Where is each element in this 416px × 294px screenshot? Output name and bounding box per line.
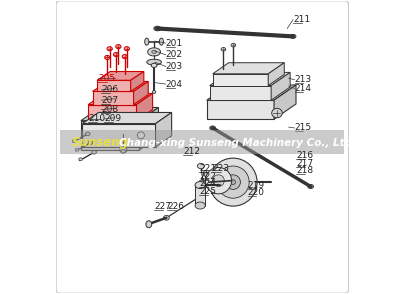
Ellipse shape [203, 171, 207, 176]
Ellipse shape [92, 151, 97, 154]
Text: Sunseng: Sunseng [72, 136, 129, 149]
Bar [60, 130, 344, 154]
Polygon shape [81, 121, 139, 150]
Text: 208: 208 [102, 105, 119, 114]
Text: 209: 209 [104, 114, 121, 123]
Ellipse shape [152, 51, 156, 54]
Polygon shape [131, 71, 144, 91]
Polygon shape [134, 81, 148, 105]
Polygon shape [93, 91, 134, 105]
Ellipse shape [75, 148, 79, 151]
Ellipse shape [210, 126, 215, 130]
Ellipse shape [231, 180, 235, 184]
Polygon shape [97, 71, 144, 80]
Polygon shape [97, 80, 131, 91]
Text: 205: 205 [99, 74, 116, 83]
Ellipse shape [221, 48, 226, 51]
Polygon shape [139, 108, 158, 150]
Text: 215: 215 [295, 123, 312, 133]
Polygon shape [81, 108, 158, 121]
Ellipse shape [88, 141, 93, 144]
Ellipse shape [148, 48, 161, 56]
Polygon shape [207, 100, 274, 119]
Ellipse shape [121, 150, 126, 153]
Text: 207: 207 [102, 96, 119, 105]
Text: 219: 219 [248, 181, 265, 190]
Polygon shape [82, 113, 172, 123]
Polygon shape [210, 86, 271, 100]
Text: 224: 224 [199, 179, 216, 188]
Ellipse shape [154, 26, 161, 31]
Text: 202: 202 [166, 50, 183, 59]
Ellipse shape [272, 108, 282, 118]
Ellipse shape [308, 184, 314, 188]
Text: 218: 218 [296, 166, 313, 175]
Ellipse shape [217, 166, 249, 198]
Ellipse shape [213, 175, 224, 186]
Text: 220: 220 [248, 188, 265, 197]
Text: 216: 216 [296, 151, 313, 160]
Text: 204: 204 [166, 80, 183, 88]
Bar [195, 185, 205, 206]
Text: 225: 225 [199, 187, 216, 196]
Polygon shape [210, 72, 290, 86]
Text: Chang-xing Sunseng Machinery Co., Ltd.: Chang-xing Sunseng Machinery Co., Ltd. [119, 138, 356, 148]
Polygon shape [156, 113, 172, 147]
Ellipse shape [124, 47, 129, 51]
Ellipse shape [116, 45, 121, 49]
Ellipse shape [152, 91, 156, 93]
Text: 211: 211 [293, 15, 310, 24]
Ellipse shape [197, 163, 204, 169]
Ellipse shape [146, 221, 152, 228]
Text: 206: 206 [102, 86, 119, 94]
Ellipse shape [147, 59, 161, 65]
Text: 222: 222 [199, 172, 216, 181]
Polygon shape [88, 93, 153, 105]
Text: 212: 212 [183, 147, 201, 156]
Text: 226: 226 [167, 202, 184, 211]
Text: 203: 203 [166, 62, 183, 71]
Ellipse shape [137, 132, 144, 139]
Ellipse shape [159, 38, 163, 45]
Ellipse shape [85, 132, 90, 136]
Ellipse shape [209, 158, 257, 206]
Ellipse shape [226, 175, 240, 189]
Text: 213: 213 [295, 75, 312, 84]
Ellipse shape [231, 44, 236, 47]
Polygon shape [207, 85, 296, 100]
Text: 217: 217 [296, 158, 313, 168]
Polygon shape [88, 105, 136, 121]
Ellipse shape [195, 181, 205, 188]
Text: 214: 214 [295, 84, 312, 93]
Text: 223: 223 [213, 164, 230, 173]
Polygon shape [213, 63, 284, 74]
FancyBboxPatch shape [56, 1, 349, 293]
Ellipse shape [145, 38, 149, 45]
Polygon shape [82, 123, 156, 147]
Text: 210: 210 [88, 114, 105, 123]
Polygon shape [213, 74, 268, 86]
Ellipse shape [290, 34, 296, 39]
Polygon shape [93, 81, 148, 91]
Polygon shape [268, 63, 284, 86]
Polygon shape [136, 93, 153, 121]
Ellipse shape [120, 147, 127, 153]
Ellipse shape [79, 158, 82, 161]
Ellipse shape [122, 54, 127, 59]
Ellipse shape [72, 139, 76, 142]
Ellipse shape [195, 202, 205, 209]
Ellipse shape [105, 55, 110, 59]
Ellipse shape [151, 63, 157, 67]
Ellipse shape [107, 47, 112, 51]
Ellipse shape [163, 216, 169, 220]
Text: 227: 227 [154, 202, 171, 211]
Text: 221: 221 [199, 164, 216, 173]
Polygon shape [271, 72, 290, 100]
Ellipse shape [114, 53, 119, 56]
Ellipse shape [205, 168, 232, 194]
Text: 201: 201 [166, 39, 183, 48]
Polygon shape [274, 85, 296, 119]
